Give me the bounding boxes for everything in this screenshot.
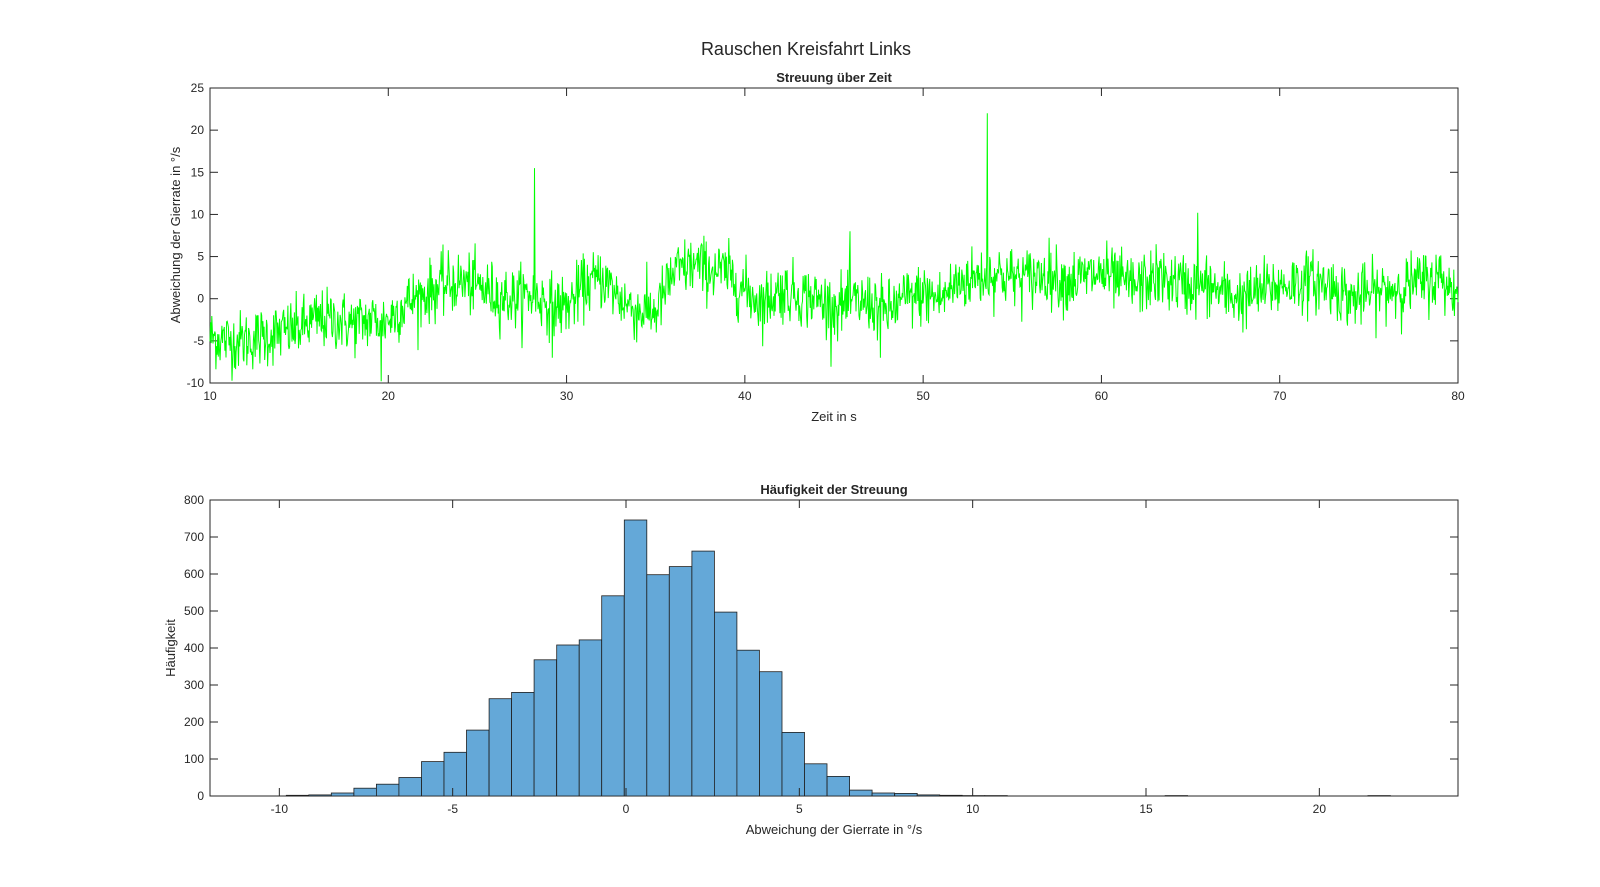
y-tick-label: 25 <box>191 81 205 95</box>
histogram-bar <box>466 729 490 797</box>
time-series-axes: 10 20 30 40 50 60 70 80 -10 -5 0 5 10 15 20 25 Streuung… <box>168 70 1465 424</box>
histogram-bar <box>714 611 738 797</box>
time-series-plot-area <box>209 87 1459 384</box>
y-tick-label: 5 <box>197 250 204 264</box>
histogram-bar <box>421 761 445 797</box>
histogram-bar <box>533 659 557 797</box>
y-tick-label: 100 <box>184 752 204 766</box>
y-tick-label: 400 <box>184 641 204 655</box>
histogram-bar <box>330 792 355 797</box>
histogram-bar <box>511 692 535 797</box>
histogram-bars <box>285 519 1391 797</box>
x-tick-label: 0 <box>623 802 630 816</box>
x-tick-label: 30 <box>560 389 574 403</box>
figure-title: Rauschen Kreisfahrt Links <box>701 39 911 59</box>
y-tick-label: 10 <box>191 207 205 221</box>
x-tick-label: 60 <box>1095 389 1109 403</box>
histogram-bar <box>601 595 625 797</box>
histogram-bar <box>939 794 963 797</box>
x-tick-label: 50 <box>916 389 930 403</box>
y-tick-label: 0 <box>197 789 204 803</box>
histogram-bar <box>894 793 918 797</box>
x-tick-label: 10 <box>966 802 980 816</box>
histogram-bar <box>623 519 648 797</box>
histogram-bar <box>646 574 670 797</box>
y-tick-label: 15 <box>191 165 205 179</box>
time-series-title: Streuung über Zeit <box>776 70 892 85</box>
x-tick-label: -10 <box>271 802 289 816</box>
histogram-bar <box>353 787 377 797</box>
histogram-bar <box>849 789 873 797</box>
histogram-bar <box>578 639 603 797</box>
x-tick-label: 15 <box>1139 802 1153 816</box>
histogram-bar <box>871 792 895 797</box>
histogram-ylabel: Häufigkeit <box>163 619 178 677</box>
x-tick-label: 40 <box>738 389 752 403</box>
histogram-bar <box>736 649 760 797</box>
histogram-bar <box>488 698 513 797</box>
y-tick-label: 20 <box>191 123 205 137</box>
time-series-xlabel: Zeit in s <box>811 409 857 424</box>
y-tick-label: 500 <box>184 604 204 618</box>
histogram-bar <box>804 763 828 797</box>
histogram-bar <box>443 751 467 797</box>
time-series-ticks: 10 20 30 40 50 60 70 80 -10 -5 0 5 10 15 20 25 <box>187 81 1465 403</box>
y-tick-label: 700 <box>184 530 204 544</box>
histogram-bar <box>759 671 783 797</box>
y-tick-label: 0 <box>197 292 204 306</box>
y-tick-label: 600 <box>184 567 204 581</box>
histogram-plot-area <box>209 499 1459 797</box>
deviation-line <box>209 113 1459 382</box>
time-series-ylabel: Abweichung der Gierrate in °/s <box>168 146 183 323</box>
histogram-title: Häufigkeit der Streuung <box>760 482 907 497</box>
histogram-bar <box>285 794 310 797</box>
x-tick-label: 20 <box>382 389 396 403</box>
y-tick-label: 800 <box>184 493 204 507</box>
x-tick-label: -5 <box>447 802 458 816</box>
y-tick-label: 300 <box>184 678 204 692</box>
histogram-xlabel: Abweichung der Gierrate in °/s <box>746 822 923 837</box>
x-tick-label: 20 <box>1313 802 1327 816</box>
histogram-bar <box>398 777 422 797</box>
histogram-bar <box>556 644 580 797</box>
histogram-bar <box>691 550 715 797</box>
y-tick-label: -10 <box>187 376 205 390</box>
x-tick-label: 70 <box>1273 389 1287 403</box>
histogram-bar <box>781 732 805 797</box>
histogram-bar <box>668 566 693 797</box>
histogram-bar <box>308 794 332 797</box>
histogram-bar <box>375 783 400 797</box>
x-tick-label: 5 <box>796 802 803 816</box>
y-tick-label: -5 <box>193 334 204 348</box>
histogram-bar <box>826 776 850 797</box>
y-tick-label: 200 <box>184 715 204 729</box>
x-tick-label: 10 <box>203 389 217 403</box>
x-tick-label: 80 <box>1451 389 1465 403</box>
histogram-bar <box>916 794 941 797</box>
